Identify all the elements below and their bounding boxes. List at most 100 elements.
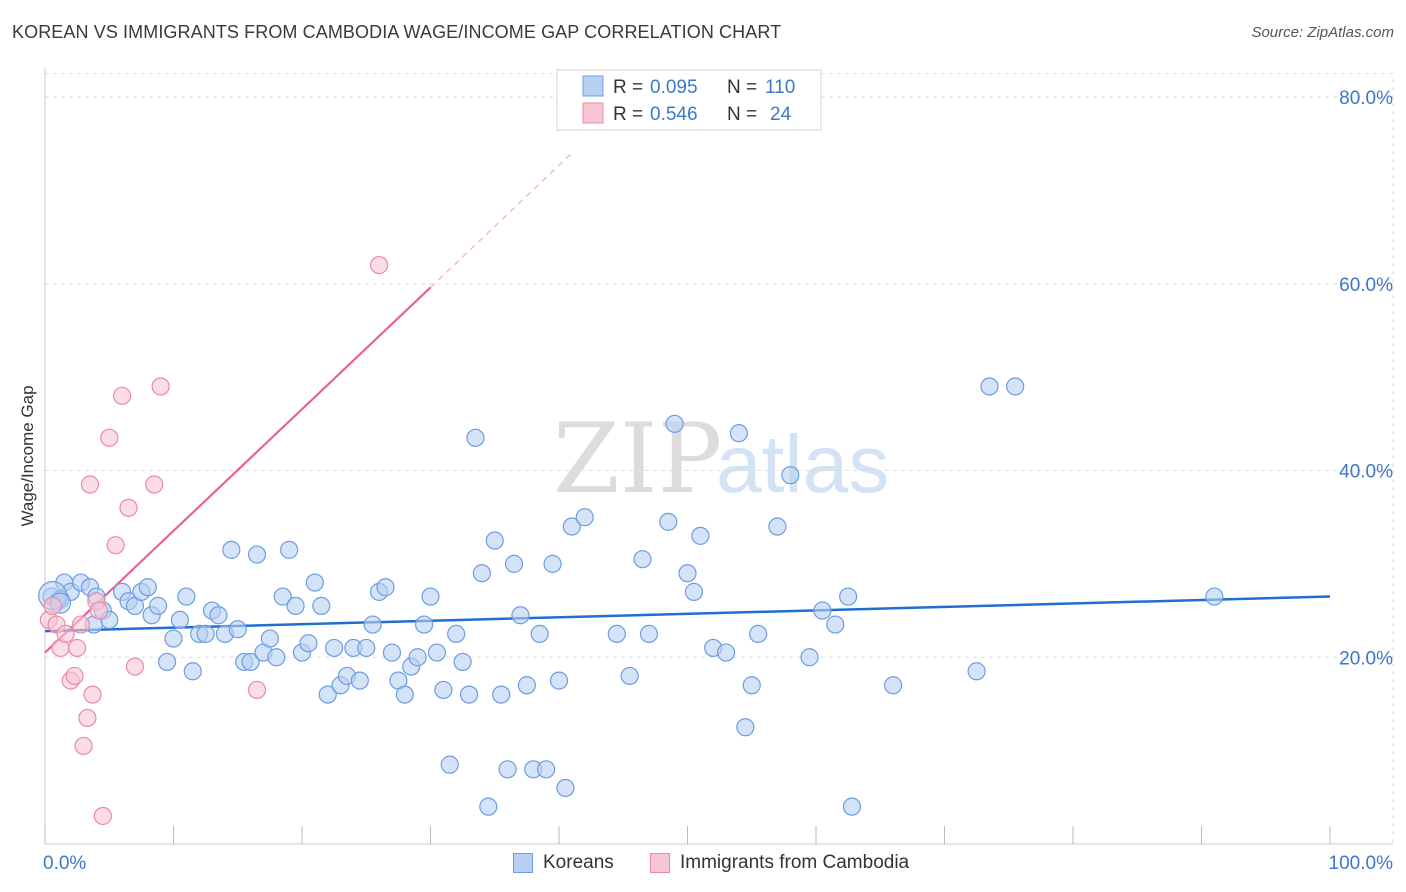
koreans-point — [511, 606, 530, 625]
cambodia-point — [247, 680, 267, 700]
koreans-point — [148, 596, 168, 615]
cambodia-trend-group — [44, 152, 573, 654]
koreans-point — [382, 643, 402, 662]
koreans-point — [466, 428, 485, 447]
cambodia-point — [125, 657, 145, 676]
stats-r-label-koreans: R = — [613, 77, 643, 98]
legend-item-cambodia: Immigrants from Cambodia — [650, 852, 909, 874]
stats-r-value-koreans: 0.095 — [650, 77, 698, 98]
cambodia-point — [112, 386, 132, 405]
koreans-point — [839, 587, 858, 606]
koreans-point — [530, 624, 549, 644]
koreans-point — [1205, 587, 1224, 606]
cambodia-point — [65, 666, 84, 686]
cambodia-trend-line — [44, 286, 432, 654]
koreans-point — [684, 582, 704, 601]
cambodia-point — [151, 377, 170, 396]
y-tick-label-60: 60.0% — [1339, 275, 1393, 296]
stats-n-label-cambodia: N = — [727, 104, 757, 125]
koreans-point — [967, 662, 986, 681]
cambodia-point — [83, 685, 102, 704]
stats-r-value-cambodia: 0.546 — [650, 104, 698, 125]
legend-swatch-koreans — [513, 853, 533, 873]
koreans-point — [659, 512, 678, 531]
koreans-point — [492, 685, 511, 704]
koreans-point — [607, 624, 626, 644]
cambodia-point — [370, 255, 389, 275]
stats-n-label-koreans: N = — [727, 77, 757, 98]
watermark-zip: ZIP — [553, 403, 722, 515]
koreans-point — [325, 638, 344, 658]
cambodia-point — [100, 428, 119, 447]
koreans-point — [260, 629, 279, 648]
y-tick-label-40: 40.0% — [1339, 462, 1393, 483]
cambodia-point — [93, 806, 112, 826]
koreans-point — [665, 414, 684, 433]
koreans-point — [357, 638, 376, 658]
cambodia-trend-extension — [430, 152, 573, 288]
x-tick-label-min: 0.0% — [43, 853, 86, 874]
legend-item-koreans: Koreans — [513, 852, 614, 874]
koreans-point — [517, 676, 536, 695]
cambodia-point — [56, 624, 75, 644]
koreans-point — [575, 508, 594, 527]
koreans-point — [228, 620, 247, 639]
koreans-point — [183, 662, 202, 681]
koreans-point — [453, 652, 472, 672]
koreans-point — [157, 652, 177, 672]
koreans-point — [222, 540, 241, 559]
koreans-point — [678, 564, 697, 583]
koreans-point — [376, 578, 395, 597]
koreans-point — [980, 377, 999, 396]
stats-legend: R = 0.095 N = 110 R = 0.546 N = 24 — [556, 69, 822, 131]
koreans-point — [883, 676, 903, 695]
koreans-point — [312, 596, 331, 615]
cambodia-point — [78, 708, 97, 728]
koreans-point — [318, 685, 337, 704]
x-tick-label-max: 100.0% — [1329, 853, 1394, 874]
koreans-points — [38, 377, 1224, 816]
koreans-point — [556, 778, 575, 798]
cambodia-points — [39, 255, 389, 826]
koreans-point — [749, 624, 768, 644]
source-credit: Source: ZipAtlas.com — [1251, 24, 1394, 41]
tick-labels: 20.0% 40.0% 60.0% 80.0% 0.0% 100.0% — [43, 88, 1393, 874]
koreans-point — [498, 760, 517, 779]
koreans-point — [781, 466, 800, 485]
koreans-point — [164, 629, 183, 648]
koreans-point — [716, 643, 736, 662]
cambodia-point — [80, 475, 100, 494]
koreans-point — [267, 648, 286, 667]
koreans-point — [459, 685, 479, 704]
koreans-point — [209, 606, 228, 625]
koreans-point — [196, 624, 215, 644]
axes — [44, 68, 1393, 845]
koreans-point — [247, 545, 267, 564]
koreans-point — [736, 718, 755, 737]
koreans-point — [504, 554, 524, 573]
koreans-point — [800, 648, 819, 667]
legend-label-koreans: Koreans — [543, 852, 614, 873]
koreans-point — [273, 587, 292, 606]
y-tick-label-20: 20.0% — [1339, 648, 1393, 669]
bottom-legend: Koreans Immigrants from Cambodia — [0, 852, 1406, 878]
koreans-point — [350, 671, 369, 690]
koreans-point — [543, 554, 562, 573]
cambodia-point — [43, 596, 62, 615]
stats-r-label-cambodia: R = — [613, 104, 643, 125]
y-axis-label: Wage/Income Gap — [18, 385, 37, 526]
cambodia-point — [89, 601, 109, 620]
koreans-point — [691, 526, 710, 545]
koreans-point — [472, 564, 491, 583]
koreans-point — [447, 624, 466, 644]
koreans-point — [826, 615, 845, 634]
koreans-point — [408, 648, 427, 667]
stats-n-value-cambodia: 24 — [770, 104, 792, 125]
koreans-point — [305, 573, 324, 592]
koreans-point — [485, 531, 504, 550]
koreans-point — [440, 755, 459, 774]
koreans-point — [138, 578, 157, 597]
koreans-point — [241, 652, 260, 672]
legend-swatch-cambodia — [650, 853, 670, 873]
